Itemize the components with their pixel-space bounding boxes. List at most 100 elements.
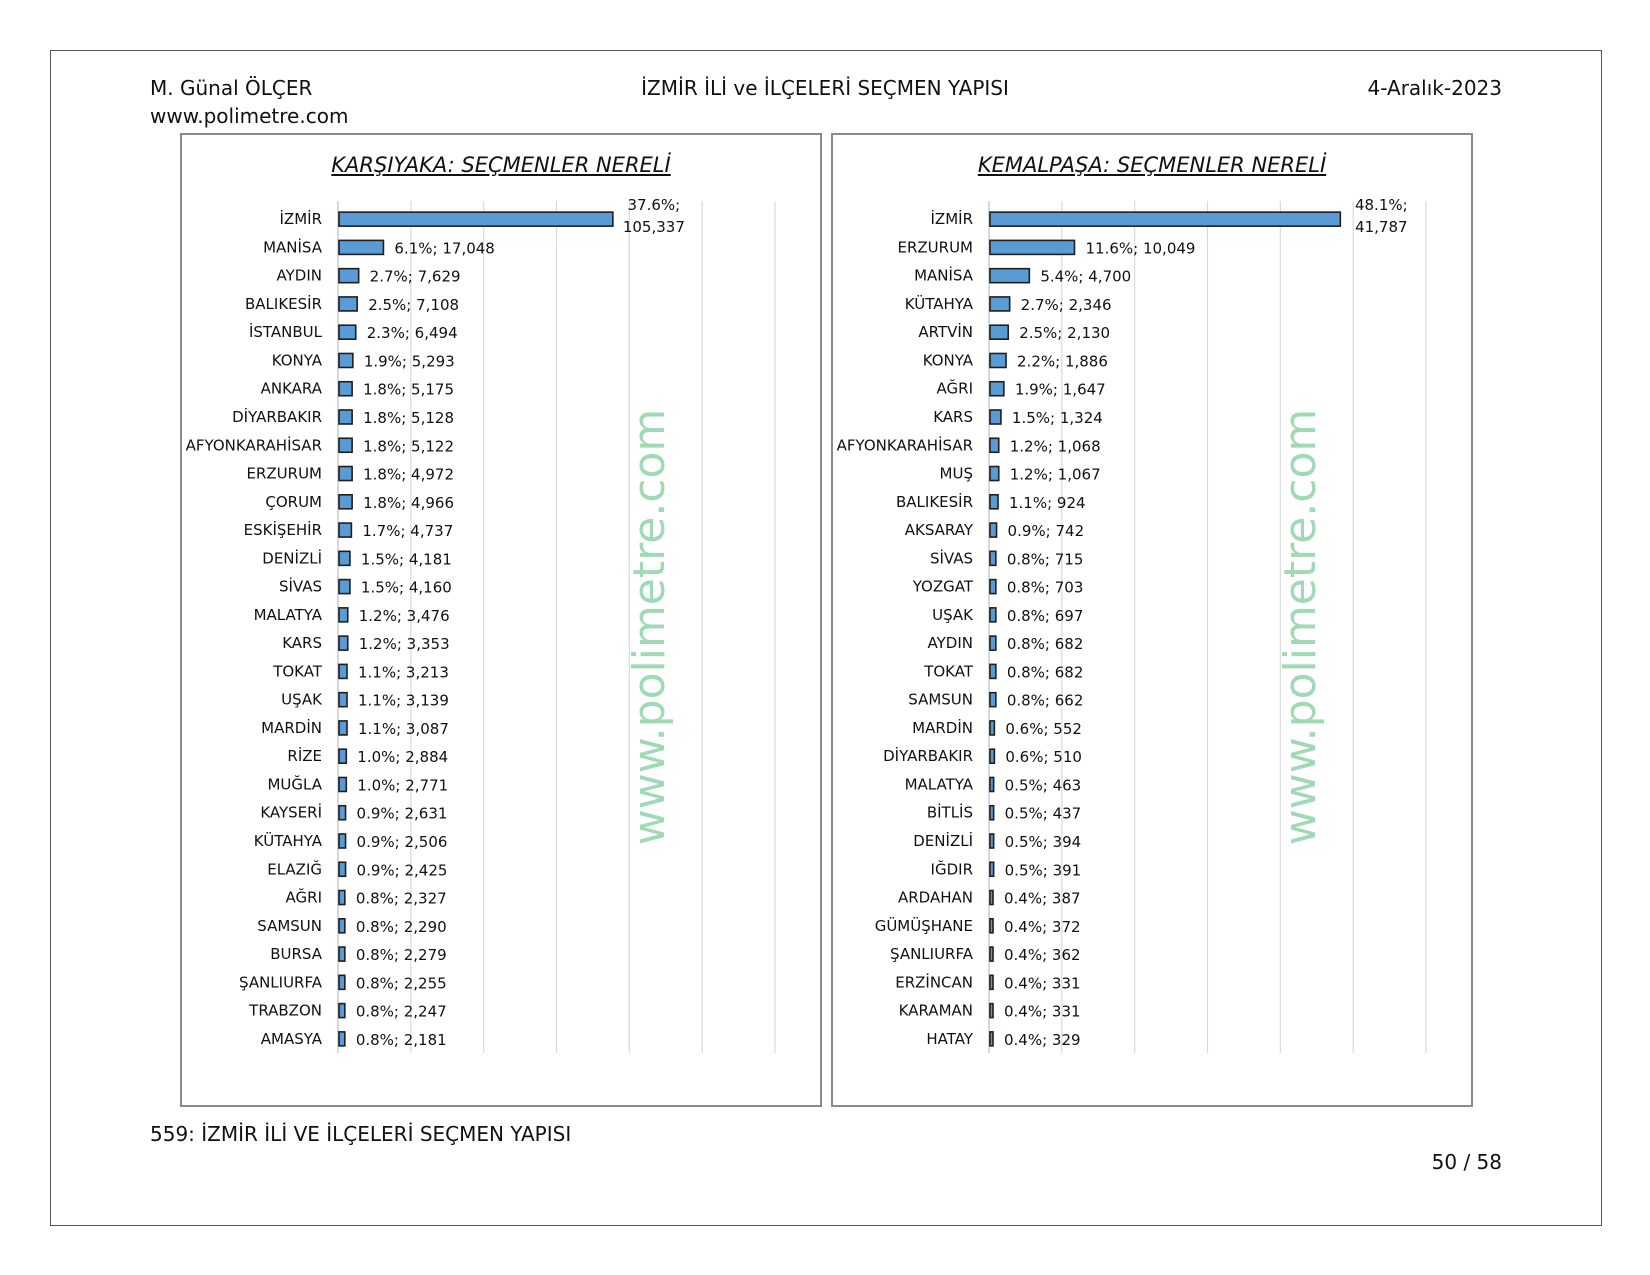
category-label: MUŞ <box>940 465 973 483</box>
data-label: 0.9%; 742 <box>1008 522 1085 540</box>
category-label: DENİZLİ <box>913 831 973 850</box>
bar <box>338 578 351 595</box>
data-label: 0.9%; 2,631 <box>357 805 448 823</box>
category-label: TOKAT <box>923 662 974 680</box>
data-label: 1.5%; 1,324 <box>1012 409 1103 427</box>
data-label: 1.9%; 5,293 <box>364 352 455 370</box>
category-label: MALATYA <box>905 775 974 793</box>
data-label: 1.0%; 2,771 <box>357 776 448 794</box>
category-label: AMASYA <box>261 1030 323 1048</box>
category-label: ÇORUM <box>265 493 322 511</box>
category-label: AĞRI <box>937 379 973 398</box>
chart-panel-kemalpasa: KEMALPAŞA: SEÇMENLER NERELİ www.polimetr… <box>831 133 1473 1107</box>
data-label: 1.8%; 4,972 <box>363 466 454 484</box>
category-label: AFYONKARAHİSAR <box>837 435 973 454</box>
data-label: 0.8%; 697 <box>1007 607 1084 625</box>
watermark-text: www.polimetre.com <box>624 409 675 846</box>
bar <box>338 635 349 651</box>
category-label: KONYA <box>923 351 974 369</box>
bar <box>989 239 1076 256</box>
data-label: 1.7%; 4,737 <box>362 522 453 540</box>
chart-title: KEMALPAŞA: SEÇMENLER NERELİ <box>977 153 1327 177</box>
bar <box>989 522 998 538</box>
data-label: 0.8%; 2,290 <box>356 918 447 936</box>
data-label: 5.4%; 4,700 <box>1040 268 1131 286</box>
bar <box>338 550 351 567</box>
bar <box>989 720 996 736</box>
category-label: KÜTAHYA <box>905 294 974 313</box>
bar <box>989 974 994 991</box>
data-label: 0.4%; 331 <box>1004 1003 1081 1021</box>
document-date: 4-Aralık-2023 <box>1367 76 1502 100</box>
bar <box>338 493 353 510</box>
bar <box>338 974 346 991</box>
chart-title: KARŞIYAKA: SEÇMENLER NERELİ <box>331 153 671 177</box>
bar <box>989 833 995 849</box>
category-label: ERZURUM <box>898 238 974 256</box>
category-label: ŞANLIURFA <box>890 945 974 963</box>
data-label: 0.8%; 662 <box>1007 692 1084 710</box>
bar <box>338 720 348 736</box>
data-label: 1.8%; 5,122 <box>363 437 454 455</box>
category-label: BİTLİS <box>927 803 973 822</box>
data-label: 0.8%; 2,247 <box>356 1003 447 1021</box>
data-label: 0.6%; 552 <box>1005 720 1082 738</box>
bar <box>989 296 1011 312</box>
bar <box>338 607 349 623</box>
bar <box>989 352 1007 369</box>
bar <box>338 889 346 906</box>
page-frame <box>50 50 1602 1226</box>
data-label: 1.1%; 3,213 <box>358 663 449 681</box>
data-label: 0.8%; 2,327 <box>356 890 447 908</box>
chart-panel-karsiyaka: KARŞIYAKA: SEÇMENLER NERELİ www.polimetr… <box>180 133 822 1107</box>
category-label: ELAZIĞ <box>267 859 322 878</box>
data-label: 6.1%; 17,048 <box>394 239 494 257</box>
data-label: 2.5%; 7,108 <box>368 296 459 314</box>
category-label: AĞRI <box>286 888 322 907</box>
bar <box>338 437 353 454</box>
bar <box>989 211 1342 227</box>
category-label: ERZURUM <box>247 465 323 483</box>
bar <box>989 465 1000 482</box>
category-label: KÜTAHYA <box>254 831 323 850</box>
website-link[interactable]: www.polimetre.com <box>150 104 349 128</box>
category-label: ERZİNCAN <box>895 972 973 991</box>
data-label: 1.1%; 3,139 <box>358 692 449 710</box>
bar <box>989 776 995 793</box>
bar <box>338 522 353 538</box>
category-label: KAYSERİ <box>260 803 322 822</box>
category-label: HATAY <box>926 1030 973 1048</box>
bar <box>338 663 348 680</box>
bar <box>989 493 999 510</box>
data-label: 0.8%; 2,279 <box>356 946 447 964</box>
bar <box>338 267 360 284</box>
category-label: İSTANBUL <box>249 322 323 341</box>
data-label: 2.5%; 2,130 <box>1019 324 1110 342</box>
data-label: 1.8%; 5,175 <box>363 381 454 399</box>
bar <box>989 748 996 765</box>
data-label: 1.9%; 1,647 <box>1015 381 1106 399</box>
data-label: 0.4%; 387 <box>1004 890 1081 908</box>
category-label: MANİSA <box>914 266 974 285</box>
watermark-text: www.polimetre.com <box>1275 409 1326 846</box>
data-label: 1.2%; 3,476 <box>359 607 450 625</box>
bar <box>989 380 1005 397</box>
bar <box>989 1002 994 1019</box>
category-label: MALATYA <box>254 606 323 624</box>
data-label: 105,337 <box>623 218 685 236</box>
bar <box>989 946 994 962</box>
category-label: SAMSUN <box>257 917 322 935</box>
category-label: KARAMAN <box>899 1002 973 1020</box>
category-label: DİYARBAKIR <box>883 746 973 765</box>
bar <box>338 1031 346 1047</box>
data-label: 0.5%; 463 <box>1005 776 1082 794</box>
category-label: SAMSUN <box>908 691 973 709</box>
data-label: 0.8%; 682 <box>1007 663 1084 681</box>
category-label: GÜMÜŞHANE <box>875 916 973 935</box>
bar <box>338 352 354 369</box>
bar <box>338 861 347 878</box>
category-label: YOZGAT <box>912 578 974 596</box>
author-name: M. Günal ÖLÇER <box>150 76 313 100</box>
bar <box>338 211 614 227</box>
data-label: 0.8%; 715 <box>1007 550 1084 568</box>
